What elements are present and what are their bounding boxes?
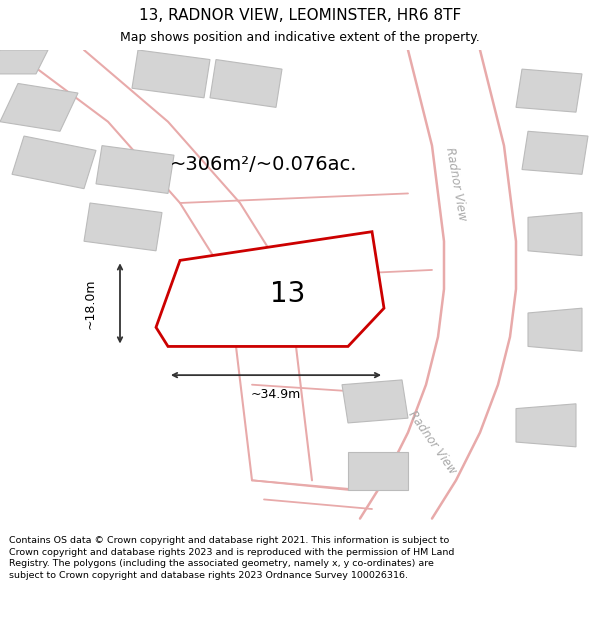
Text: 13, RADNOR VIEW, LEOMINSTER, HR6 8TF: 13, RADNOR VIEW, LEOMINSTER, HR6 8TF: [139, 8, 461, 22]
Polygon shape: [0, 50, 48, 74]
Text: ~18.0m: ~18.0m: [83, 278, 97, 329]
Polygon shape: [348, 452, 408, 490]
Polygon shape: [132, 50, 210, 98]
Polygon shape: [12, 136, 96, 189]
Polygon shape: [516, 69, 582, 112]
Text: Map shows position and indicative extent of the property.: Map shows position and indicative extent…: [120, 31, 480, 44]
Polygon shape: [0, 84, 78, 131]
Polygon shape: [156, 232, 384, 346]
Polygon shape: [528, 213, 582, 256]
Text: Radnor View: Radnor View: [406, 408, 458, 476]
Text: 13: 13: [271, 280, 305, 308]
Text: ~306m²/~0.076ac.: ~306m²/~0.076ac.: [170, 155, 358, 174]
Polygon shape: [516, 404, 576, 447]
Polygon shape: [342, 380, 408, 423]
Polygon shape: [210, 59, 282, 108]
Text: ~34.9m: ~34.9m: [251, 388, 301, 401]
Polygon shape: [84, 203, 162, 251]
Text: Contains OS data © Crown copyright and database right 2021. This information is : Contains OS data © Crown copyright and d…: [9, 536, 454, 580]
Polygon shape: [528, 308, 582, 351]
Polygon shape: [96, 146, 174, 194]
Text: Radnor View: Radnor View: [443, 146, 469, 222]
Polygon shape: [522, 131, 588, 174]
